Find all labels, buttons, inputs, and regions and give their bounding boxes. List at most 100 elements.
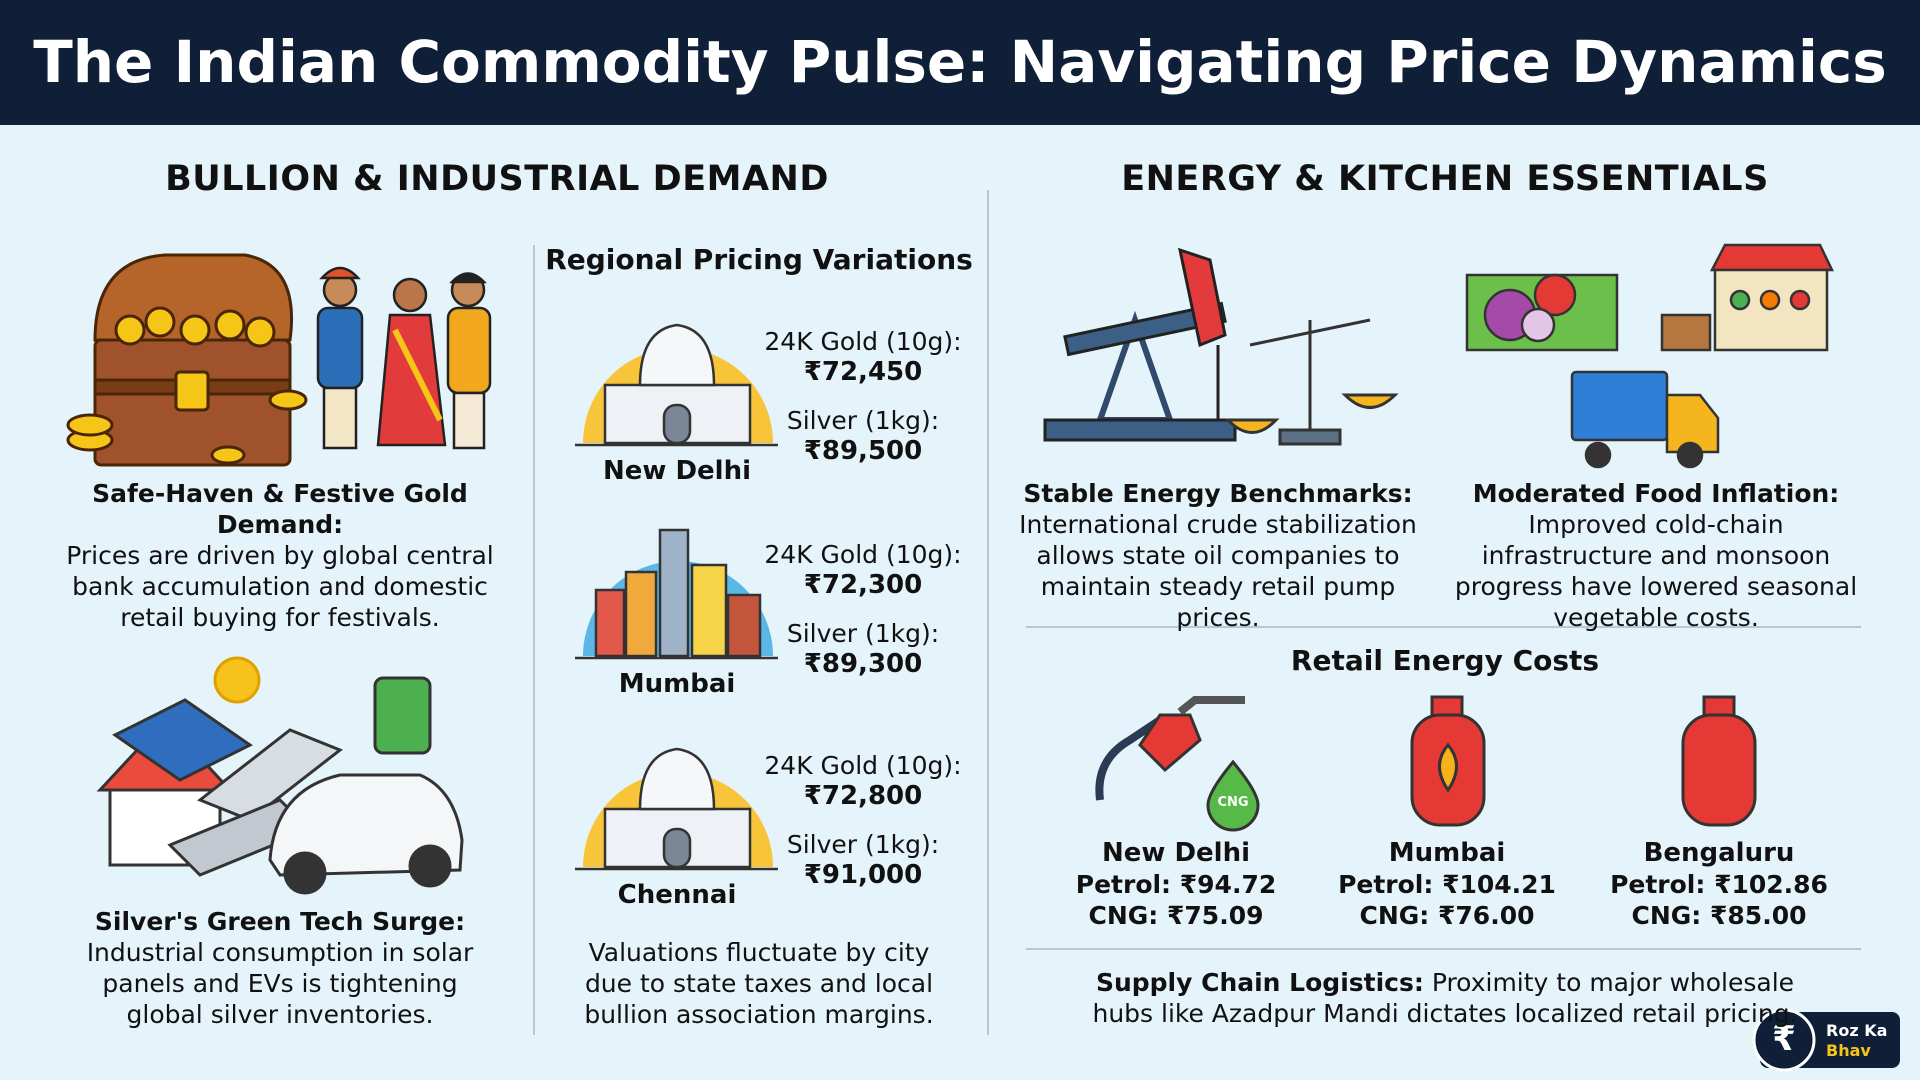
fuel-nozzle-icon xyxy=(1095,696,1260,832)
city-name: Chennai xyxy=(617,880,737,910)
divider xyxy=(533,190,1861,1035)
people-icon-part xyxy=(392,328,443,422)
cng-price: CNG: ₹85.00 xyxy=(1631,901,1807,930)
block-text: Prices are driven by global central bank… xyxy=(66,541,494,632)
city-name: Mumbai xyxy=(618,669,736,699)
price-value: ₹72,450 xyxy=(803,357,923,387)
truck-icon xyxy=(1570,370,1720,469)
market-stall-icon-part xyxy=(1789,289,1811,311)
block-title: Stable Energy Benchmarks: xyxy=(1023,479,1413,508)
oil-pump-icon-part xyxy=(1043,418,1237,442)
city-icon-part xyxy=(662,827,692,869)
people-icon-part xyxy=(452,391,486,450)
people-icon-part xyxy=(376,313,447,447)
city-icon-part xyxy=(638,323,716,387)
price-label: 24K Gold (10g): xyxy=(764,327,962,356)
price-value: ₹72,300 xyxy=(803,570,923,600)
city-icon-part xyxy=(726,593,762,658)
people-icon-part xyxy=(446,306,492,395)
price-label: 24K Gold (10g): xyxy=(764,540,962,569)
block-text: Industrial consumption in solar panels a… xyxy=(86,938,474,1029)
city-icon xyxy=(575,747,778,871)
cylinder-icon xyxy=(1681,695,1757,827)
city-icon-part xyxy=(638,747,716,811)
cylinder-icon-part xyxy=(1681,713,1757,827)
market-stall-icon-part xyxy=(1709,243,1834,272)
silver-tech-icon-part xyxy=(112,698,253,782)
silver-tech-icon-part xyxy=(213,656,261,704)
fuel-nozzle-icon-part xyxy=(1177,696,1245,716)
city-icon-part xyxy=(690,563,728,658)
silver-tech-icon-part xyxy=(283,851,327,895)
city-name: Bengaluru xyxy=(1643,838,1795,868)
gold-chest-icon-part xyxy=(214,309,246,341)
city-icon-part xyxy=(624,570,658,658)
cylinder-icon-part xyxy=(1438,742,1458,793)
scale-icon-part xyxy=(1341,393,1399,409)
market-stall-icon-part xyxy=(1759,289,1781,311)
brand-text: Bhav xyxy=(1826,1041,1871,1060)
fuel-nozzle-icon-part xyxy=(1095,716,1163,801)
price-label: 24K Gold (10g): xyxy=(764,751,962,780)
people-icon-part xyxy=(322,386,358,450)
block-title: Moderated Food Inflation: xyxy=(1472,479,1840,508)
vegetables-icon-part xyxy=(1533,273,1577,317)
truck-icon-part xyxy=(1665,393,1720,454)
icon-label: CNG xyxy=(1217,795,1248,810)
price-label: Silver (1kg): xyxy=(786,619,940,648)
price-value: ₹72,800 xyxy=(803,781,923,811)
scale-icon xyxy=(1224,318,1399,446)
city-name: New Delhi xyxy=(1101,838,1251,868)
gold-chest-icon-part xyxy=(114,314,146,346)
text-block: Stable Energy Benchmarks: International c… xyxy=(1008,478,1428,633)
section-heading: ENERGY & KITCHEN ESSENTIALS xyxy=(1121,159,1769,199)
page-title: The Indian Commodity Pulse: Navigating P… xyxy=(0,0,1920,125)
cng-price: CNG: ₹75.09 xyxy=(1088,901,1264,930)
city-icon-part xyxy=(662,403,692,445)
people-icon-part xyxy=(319,266,361,280)
price-value: ₹89,500 xyxy=(803,436,923,466)
market-stall-icon-part xyxy=(1660,313,1712,352)
market-stall-icon xyxy=(1660,243,1834,352)
text-block: Silver's Green Tech Surge: Industrial con… xyxy=(70,906,490,1030)
text-block: Safe-Haven & Festive Gold Demand: Prices … xyxy=(45,478,515,633)
oil-pump-icon-part xyxy=(1063,301,1227,357)
gold-chest-icon xyxy=(66,253,308,467)
gold-chest-icon-part xyxy=(179,314,211,346)
oil-pump-icon-part xyxy=(1177,247,1227,348)
block-title: Supply Chain Logistics: xyxy=(1095,968,1424,997)
silver-tech-icon-part xyxy=(268,773,464,877)
people-icon-part xyxy=(449,272,487,284)
gold-chest-icon-part xyxy=(268,389,308,411)
city-name: Mumbai xyxy=(1388,838,1506,868)
people-icon-part xyxy=(316,306,364,390)
oil-pump-icon xyxy=(1043,247,1237,442)
scale-icon-part xyxy=(1249,318,1371,347)
note: Valuations fluctuate by city due to stat… xyxy=(584,938,934,1029)
cylinder-icon xyxy=(1410,695,1486,827)
gold-chest-icon-part xyxy=(210,445,246,465)
petrol-price: Petrol: ₹94.72 xyxy=(1075,870,1277,899)
scale-icon-part xyxy=(1278,428,1342,446)
city-icon xyxy=(575,323,778,447)
block-text: Proximity to major wholesale hubs like A… xyxy=(1092,968,1798,1028)
silver-tech-icon xyxy=(96,656,464,895)
gold-chest-icon-part xyxy=(66,413,114,437)
block-text: Improved cold-chain infrastructure and m… xyxy=(1454,510,1858,632)
people-icon-part xyxy=(392,277,428,313)
subheading: Regional Pricing Variations xyxy=(545,243,973,276)
city-icon-part xyxy=(658,528,690,658)
brand-logo-part xyxy=(1752,1008,1816,1072)
gold-chest-icon-part xyxy=(174,370,210,412)
price-label: Silver (1kg): xyxy=(786,406,940,435)
fuel-nozzle-icon-part xyxy=(1138,713,1202,773)
truck-icon-part xyxy=(1584,441,1612,469)
brand-text: Roz Ka xyxy=(1826,1021,1887,1040)
scale-icon-part xyxy=(1224,418,1280,434)
price-value: ₹89,300 xyxy=(803,649,923,679)
block-title: Safe-Haven & Festive Gold Demand: xyxy=(92,479,468,539)
cng-price: CNG: ₹76.00 xyxy=(1359,901,1535,930)
brand-logo: ₹ Roz Ka Bhav xyxy=(1752,1008,1900,1072)
